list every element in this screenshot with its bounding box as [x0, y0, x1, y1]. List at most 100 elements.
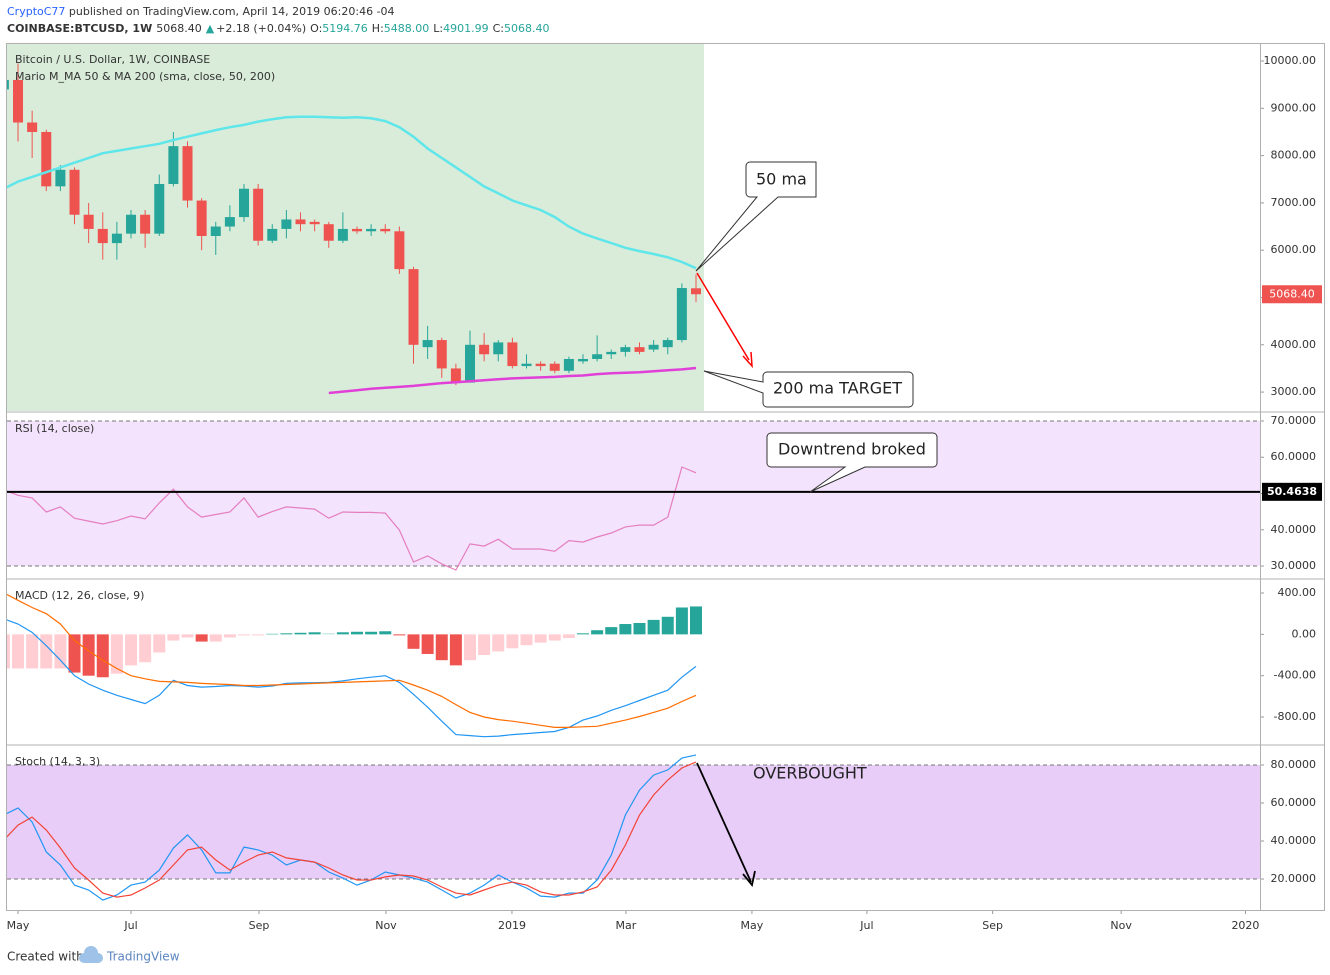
candle-body	[691, 288, 702, 295]
candle-body	[408, 269, 419, 345]
pane	[7, 44, 704, 411]
y-tick-label: 40.0000	[1271, 834, 1317, 847]
level-box	[1262, 482, 1322, 501]
histogram-bar	[365, 631, 378, 635]
arrow: ▲	[206, 22, 215, 35]
histogram-bar	[421, 634, 434, 654]
candle-body	[196, 200, 207, 237]
candle-body	[97, 228, 108, 244]
l-label: L:	[433, 22, 443, 35]
pane	[7, 593, 703, 738]
candle-body	[281, 219, 292, 229]
histogram-bar	[82, 634, 95, 676]
histogram-bar	[577, 633, 590, 635]
candle-body	[224, 217, 235, 227]
y-tick-label: 0.00	[1292, 627, 1317, 640]
drawings: 50 ma 200 ma TARGET Downtrend broked OVE…	[695, 161, 938, 888]
x-tick-label: Jul	[123, 919, 137, 932]
annotation: Downtrend broked	[778, 440, 926, 459]
histogram-bar	[280, 633, 293, 635]
candle-body	[366, 228, 377, 232]
candle-body	[27, 122, 38, 132]
histogram-bar	[591, 630, 604, 635]
y-axis: -800.00 -400.00 0.00 400.00	[1260, 586, 1316, 723]
o-label: O:	[310, 22, 322, 35]
arrow-head	[742, 870, 756, 888]
candle-body	[41, 131, 52, 187]
histogram-bar	[534, 634, 547, 643]
histogram-bar	[181, 634, 194, 638]
y-tick-label: 30.0000	[1271, 559, 1317, 572]
histogram-bar	[110, 634, 123, 674]
histogram-bar	[68, 634, 81, 673]
line	[7, 115, 697, 270]
line	[7, 619, 697, 738]
histogram-bar	[252, 634, 265, 636]
panes: 3000.004000.005000.006000.007000.008000.…	[7, 44, 1322, 932]
candle-body	[140, 214, 151, 234]
candle-body	[648, 344, 659, 350]
candle-body	[507, 342, 518, 367]
histogram-bar	[96, 634, 109, 678]
h-label: H:	[372, 22, 384, 35]
x-tick-label: Nov	[1110, 919, 1132, 932]
author[interactable]: CryptoC77	[7, 5, 65, 18]
histogram-bar	[619, 624, 632, 635]
histogram-bar	[675, 607, 688, 635]
published: published on TradingView.com, April 14, …	[65, 5, 394, 18]
y-axis: 20.0000 40.0000 60.0000 80.0000	[1260, 758, 1316, 885]
candle-body	[450, 368, 461, 383]
x-tick-label: 2019	[498, 919, 526, 932]
histogram-bar	[407, 634, 420, 649]
candle-body	[634, 347, 645, 352]
date-range	[7, 44, 704, 411]
y-tick-label: 10000.00	[1264, 54, 1317, 67]
candle-body	[154, 183, 165, 234]
histogram-bar	[351, 631, 364, 635]
histogram-bar	[139, 634, 152, 663]
candle-body	[69, 169, 80, 215]
histogram-bar	[223, 634, 236, 638]
y-tick-label: 80.0000	[1271, 758, 1317, 771]
y-tick-label: 6000.00	[1271, 243, 1317, 256]
histogram-bar	[308, 632, 321, 635]
footer-brand[interactable]: TradingView	[106, 950, 180, 964]
histogram-bar	[12, 634, 25, 669]
histogram-bar	[266, 633, 279, 635]
candle-body	[83, 214, 94, 229]
candle-body	[535, 363, 546, 367]
histogram-bar	[605, 627, 618, 635]
x-tick-label: May	[741, 919, 764, 932]
y-tick-label: 3000.00	[1271, 385, 1317, 398]
candle-body	[55, 169, 66, 187]
candle-body	[13, 79, 24, 123]
histogram-bar	[647, 619, 660, 635]
level-label: 50.4638	[1267, 485, 1317, 498]
histogram-bar	[40, 634, 53, 669]
x-tick-label: Mar	[616, 919, 637, 932]
low: 4901.99	[443, 22, 489, 35]
histogram-bar	[379, 631, 392, 635]
y-tick-label: 400.00	[1278, 586, 1317, 599]
band	[7, 765, 1260, 880]
histogram-bar	[209, 634, 222, 642]
pane	[7, 420, 1260, 571]
y-axis: 3000.004000.005000.006000.007000.008000.…	[1260, 54, 1322, 398]
x-tick-label: Sep	[982, 919, 1003, 932]
last-price-label: 5068.40	[1269, 287, 1315, 300]
callout	[703, 370, 914, 408]
candle-body	[394, 231, 405, 270]
candle-body	[479, 344, 490, 355]
symbol-line: COINBASE:BTCUSD, 1W 5068.40 ▲ +2.18 (+0.04%…	[7, 22, 550, 35]
x-tick-label: Jul	[859, 919, 873, 932]
candle-body	[337, 228, 348, 241]
histogram-bar	[661, 616, 674, 635]
candle-body	[111, 233, 122, 244]
y-tick-label: 7000.00	[1271, 196, 1317, 209]
open: 5194.76	[322, 22, 368, 35]
last: 5068.40	[156, 22, 202, 35]
pane-subtitle: Mario M_MA 50 & MA 200 (sma, close, 50, …	[15, 70, 275, 83]
histogram-bar	[690, 606, 703, 635]
candle-body	[295, 219, 306, 225]
